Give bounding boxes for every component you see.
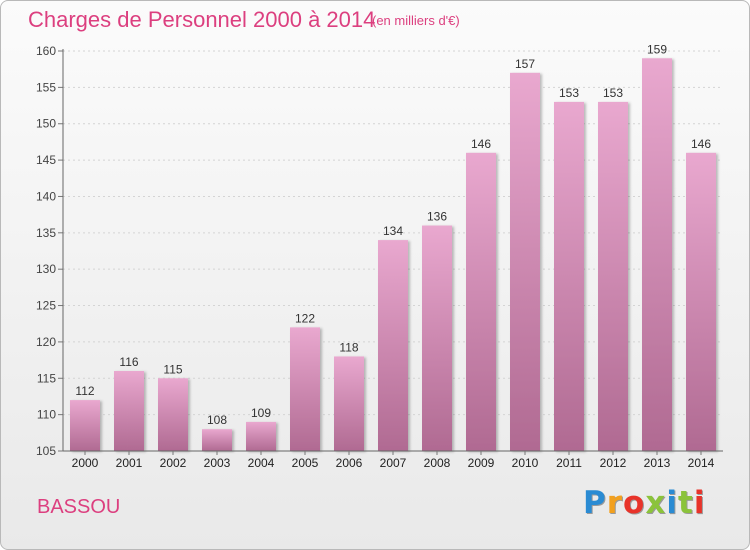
bar — [202, 429, 232, 451]
logo-letter: i — [693, 485, 706, 521]
logo-letter: o — [623, 485, 646, 521]
data-label: 159 — [647, 42, 667, 56]
chart-title: Charges de Personnel 2000 à 2014 — [28, 7, 376, 32]
chart-unit: (en milliers d'€) — [372, 13, 460, 28]
bar — [158, 378, 188, 451]
x-tick-label: 2007 — [380, 456, 407, 470]
logo-letter: P — [583, 485, 607, 521]
x-tick-label: 2009 — [468, 456, 495, 470]
data-label: 108 — [207, 413, 227, 427]
logo-letter: t — [677, 485, 694, 521]
data-label: 115 — [163, 362, 182, 376]
y-tick-label: 130 — [36, 262, 56, 276]
data-label: 153 — [559, 86, 579, 100]
data-label: 153 — [603, 86, 623, 100]
bar — [598, 101, 628, 451]
data-label: 109 — [251, 406, 271, 420]
proxiti-logo: Proxiti — [583, 485, 705, 521]
bar — [642, 58, 672, 451]
data-label: 134 — [383, 224, 403, 238]
x-tick-label: 2003 — [204, 456, 231, 470]
y-tick-label: 120 — [36, 335, 56, 349]
bar — [422, 225, 452, 451]
data-label: 118 — [339, 340, 358, 354]
bar — [686, 152, 716, 451]
bar — [466, 152, 496, 451]
y-tick-label: 150 — [36, 117, 56, 131]
y-tick-label: 155 — [36, 80, 56, 94]
x-tick-label: 2000 — [72, 456, 99, 470]
data-label: 146 — [691, 137, 711, 151]
x-tick-label: 2010 — [512, 456, 539, 470]
data-label: 122 — [295, 311, 315, 325]
x-tick-label: 2014 — [688, 456, 715, 470]
y-tick-label: 135 — [36, 226, 56, 240]
x-tick-label: 2011 — [556, 456, 582, 470]
data-label: 112 — [75, 384, 94, 398]
x-tick-label: 2001 — [116, 456, 143, 470]
logo-letter: x — [645, 485, 667, 521]
y-tick-label: 160 — [36, 44, 56, 58]
data-label: 146 — [471, 137, 491, 151]
y-tick-label: 110 — [37, 408, 56, 422]
bar — [114, 371, 144, 451]
logo-letter: r — [606, 485, 624, 521]
x-tick-label: 2006 — [336, 456, 363, 470]
bar — [290, 327, 320, 451]
x-tick-label: 2012 — [600, 456, 627, 470]
bar — [554, 101, 584, 451]
logo-letter: i — [666, 485, 678, 521]
commune-name: BASSOU — [37, 496, 121, 518]
bar — [334, 356, 364, 451]
data-label: 157 — [515, 57, 535, 71]
bar — [70, 400, 100, 451]
data-label: 116 — [119, 355, 138, 369]
bar — [510, 72, 540, 452]
y-tick-label: 115 — [37, 371, 56, 385]
y-tick-label: 125 — [36, 299, 56, 313]
bar — [246, 421, 276, 451]
x-tick-label: 2013 — [644, 456, 671, 470]
x-tick-label: 2002 — [160, 456, 187, 470]
bar — [378, 240, 408, 451]
x-tick-label: 2004 — [248, 456, 275, 470]
y-tick-label: 105 — [36, 444, 56, 458]
y-tick-label: 145 — [36, 153, 56, 167]
y-tick-label: 140 — [36, 189, 56, 203]
data-label: 136 — [427, 210, 447, 224]
x-tick-label: 2005 — [292, 456, 319, 470]
x-tick-label: 2008 — [424, 456, 451, 470]
